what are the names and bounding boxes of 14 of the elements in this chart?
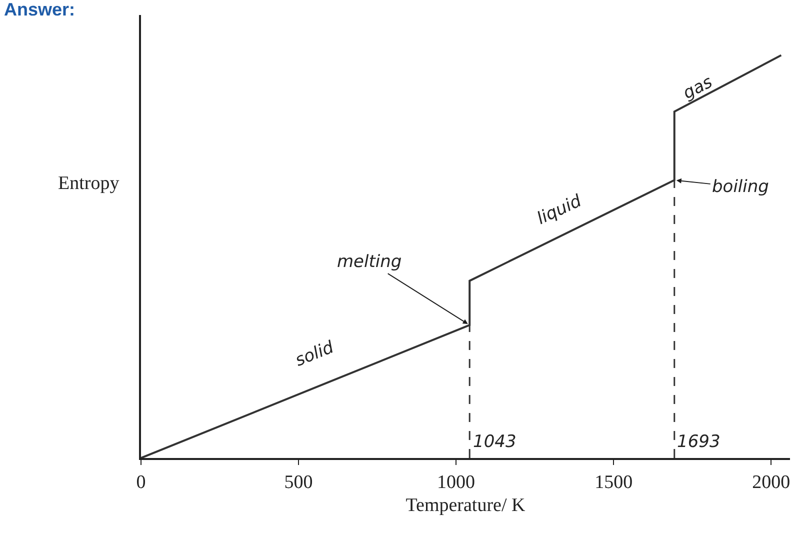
x-tick-label: 1500 [594,472,633,493]
ref-line-label: 1693 [677,432,720,452]
annotation: gas [680,72,716,104]
annotation: melting [337,252,402,272]
annotation: solid [292,337,337,371]
y-axis-title: Entropy [58,173,120,194]
annotation: boiling [712,177,770,197]
chart-title: Answer: [4,0,76,20]
x-tick-label: 2000 [752,472,790,493]
ref-line-label: 1043 [473,432,516,452]
x-tick-label: 0 [136,472,146,493]
x-tick-label: 1000 [437,472,476,493]
x-tick-label: 500 [284,472,313,493]
x-axis-title: Temperature/ K [406,495,526,516]
